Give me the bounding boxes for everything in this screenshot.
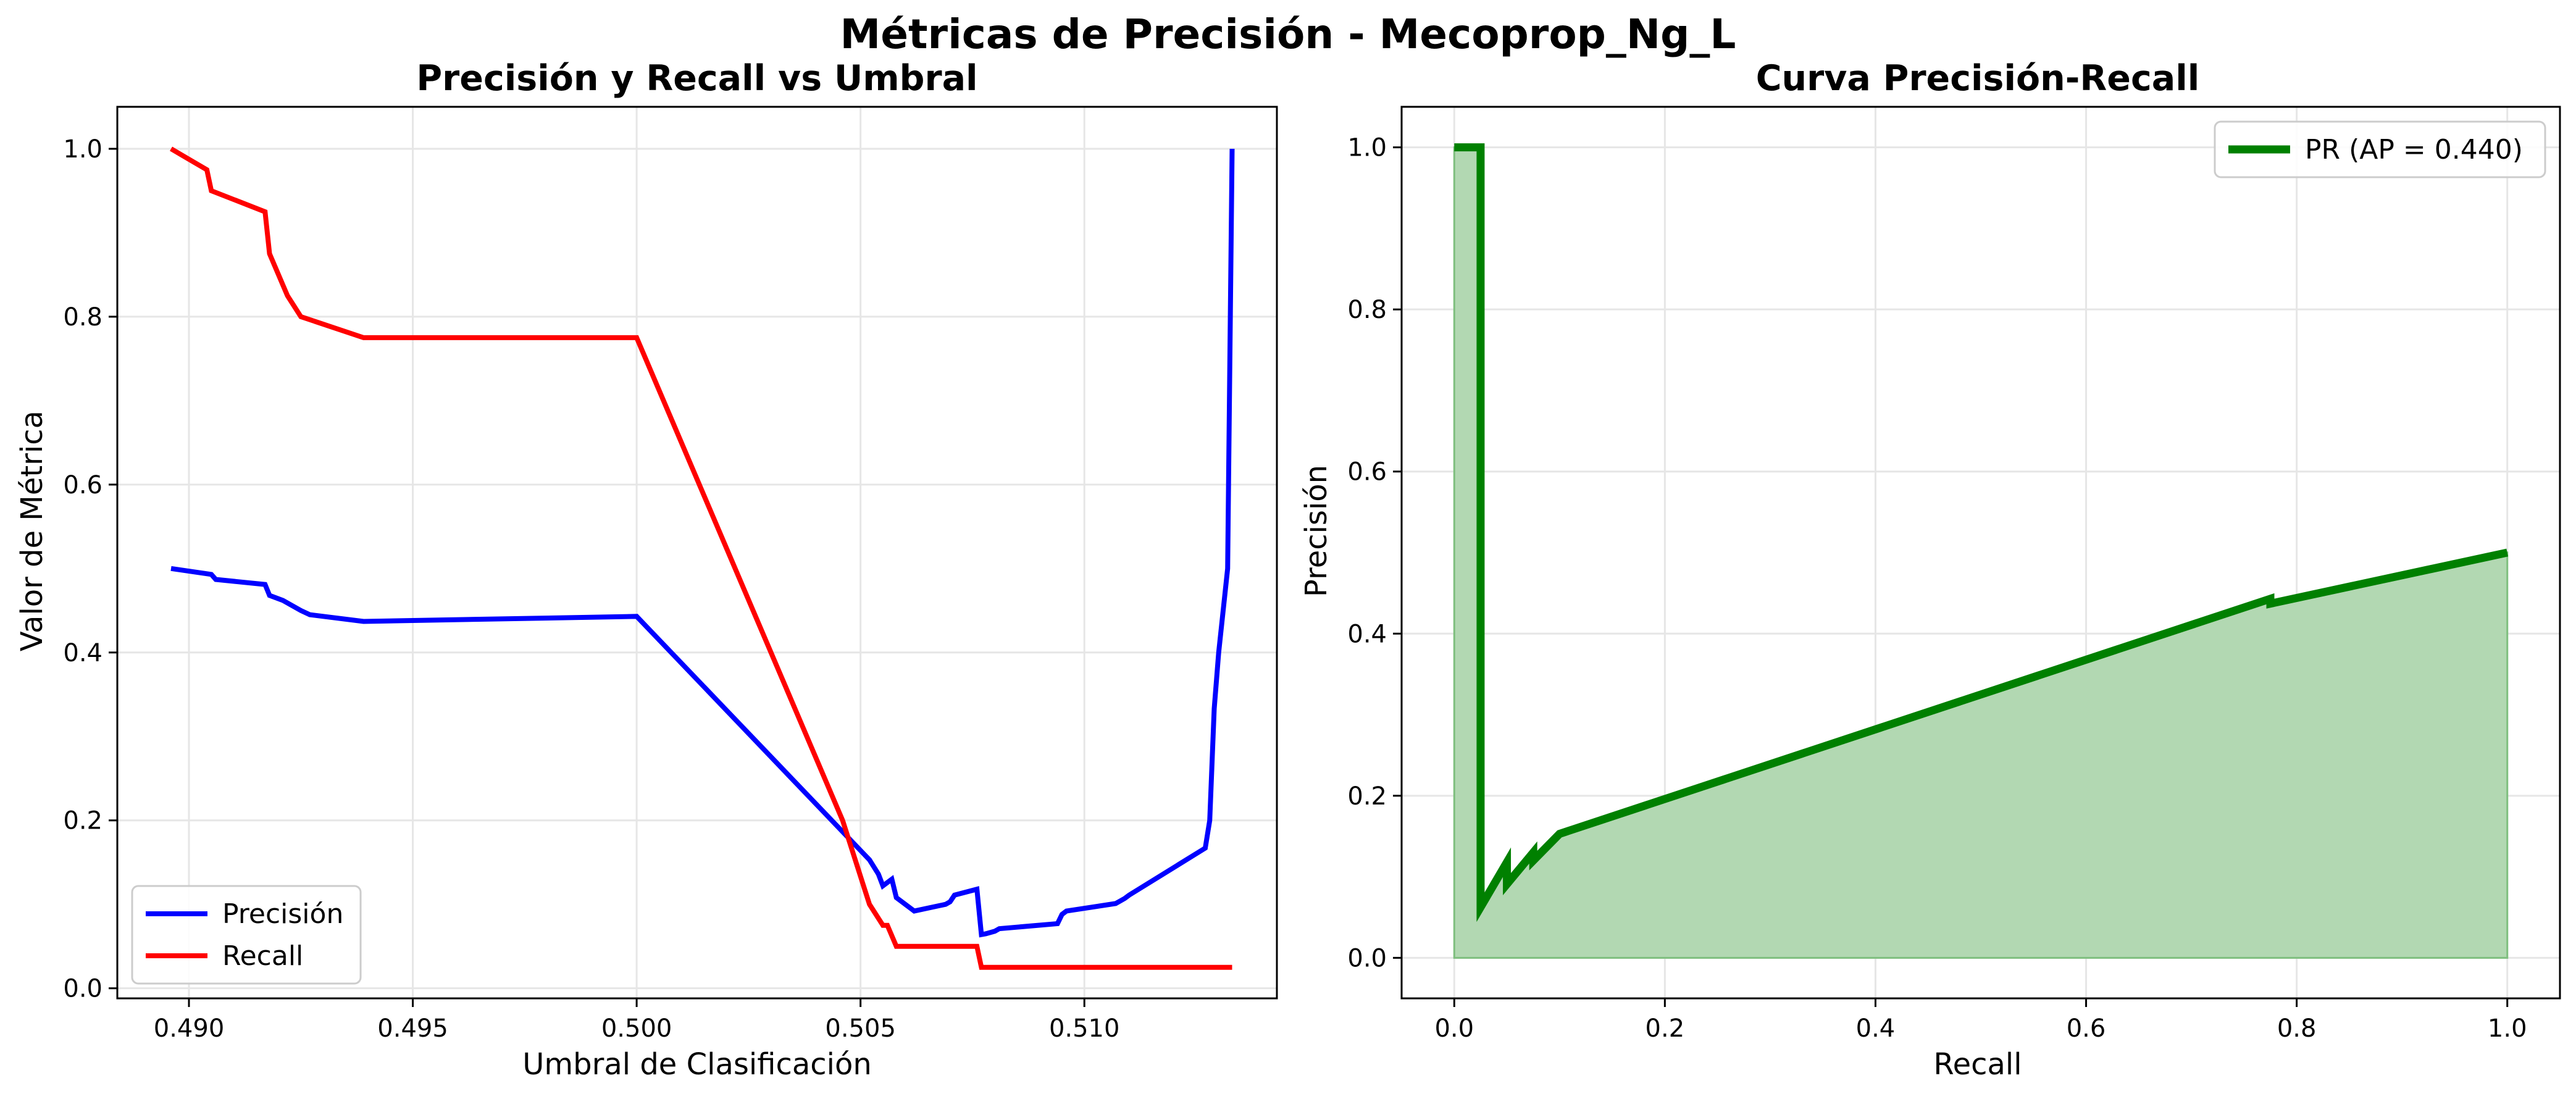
y-tick-label: 0.8	[1347, 296, 1387, 324]
x-tick-label: 0.8	[2277, 1014, 2317, 1043]
series-line-precisi-n	[170, 148, 1235, 938]
y-tick-label: 0.6	[1347, 458, 1387, 487]
y-tick-label: 1.0	[63, 135, 102, 164]
axes-frame	[1400, 106, 2561, 1000]
legend-label: Recall	[222, 940, 303, 972]
threshold-chart-xlabel: Umbral de Clasificación	[522, 1047, 872, 1082]
y-tick-label: 0.8	[63, 303, 102, 332]
series-line-pr-ap-0-440	[1454, 143, 2509, 922]
axes-frame	[116, 106, 1278, 1000]
x-tick-label: 0.510	[1049, 1014, 1120, 1043]
legend-box	[2214, 120, 2546, 178]
legend-label: PR (AP = 0.440)	[2305, 134, 2523, 165]
pr-chart-title: Curva Precisión-Recall	[1756, 58, 2200, 99]
pr-chart-ylabel: Precisión	[1299, 465, 1334, 597]
x-tick-label: 0.6	[2067, 1014, 2106, 1043]
y-tick-label: 0.6	[63, 471, 102, 499]
y-tick-label: 0.4	[63, 639, 102, 667]
y-tick-label: 0.4	[1347, 620, 1387, 648]
series-line-recall	[169, 146, 1232, 970]
x-tick-label: 1.0	[2488, 1014, 2527, 1043]
x-tick-label: 0.490	[154, 1014, 225, 1043]
pr-chart: Curva Precisión-Recall Recall Precisión …	[1299, 58, 2561, 1082]
threshold-chart-title: Precisión y Recall vs Umbral	[416, 58, 977, 99]
x-tick-label: 0.2	[1646, 1014, 1685, 1043]
legend: PR (AP = 0.440)	[2214, 120, 2546, 178]
figure-suptitle: Métricas de Precisión - Mecoprop_Ng_L	[840, 10, 1736, 58]
x-tick-label: 0.4	[1856, 1014, 1896, 1043]
y-tick-label: 0.0	[1347, 944, 1387, 972]
x-tick-label: 0.495	[377, 1014, 448, 1043]
threshold-chart-ylabel: Valor de Métrica	[15, 411, 49, 651]
legend-box	[131, 885, 362, 985]
y-tick-label: 1.0	[1347, 134, 1387, 162]
pr-chart-xlabel: Recall	[1933, 1047, 2022, 1082]
threshold-chart: Precisión y Recall vs Umbral Umbral de C…	[15, 58, 1278, 1082]
x-tick-label: 0.505	[825, 1014, 896, 1043]
legend: Precisión Recall	[131, 885, 362, 985]
y-tick-label: 0.2	[63, 807, 102, 835]
y-tick-label: 0.2	[1347, 782, 1387, 811]
x-tick-label: 0.500	[601, 1014, 672, 1043]
legend-label: Precisión	[222, 898, 343, 930]
y-tick-label: 0.0	[63, 975, 102, 1003]
x-tick-label: 0.0	[1434, 1014, 1474, 1043]
